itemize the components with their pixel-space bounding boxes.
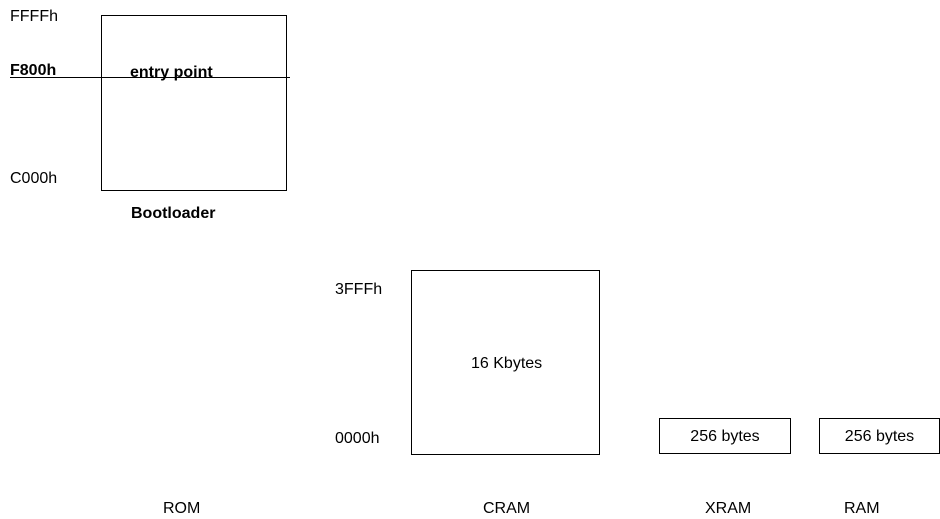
- ram-size-label: 256 bytes: [844, 428, 915, 445]
- cram-addr-bottom: 0000h: [335, 430, 380, 447]
- cram-memory-block: [411, 270, 600, 455]
- bootloader-addr-entry: F800h: [10, 62, 57, 79]
- ram-label: RAM: [844, 500, 880, 517]
- xram-size-label: 256 bytes: [690, 428, 760, 445]
- cram-addr-top: 3FFFh: [335, 281, 383, 298]
- cram-label: CRAM: [483, 500, 531, 517]
- bootloader-caption: Bootloader: [131, 205, 216, 222]
- xram-label: XRAM: [705, 500, 752, 517]
- entry-point-line: [10, 77, 290, 78]
- bootloader-memory-block: [101, 15, 287, 191]
- ram-memory-block: 256 bytes: [819, 418, 940, 454]
- cram-size-label: 16 Kbytes: [471, 355, 543, 372]
- xram-memory-block: 256 bytes: [659, 418, 791, 454]
- bootloader-addr-bottom: C000h: [10, 170, 58, 187]
- rom-label: ROM: [163, 500, 201, 517]
- bootloader-addr-top: FFFFh: [10, 8, 58, 25]
- entry-point-label: entry point: [130, 64, 213, 81]
